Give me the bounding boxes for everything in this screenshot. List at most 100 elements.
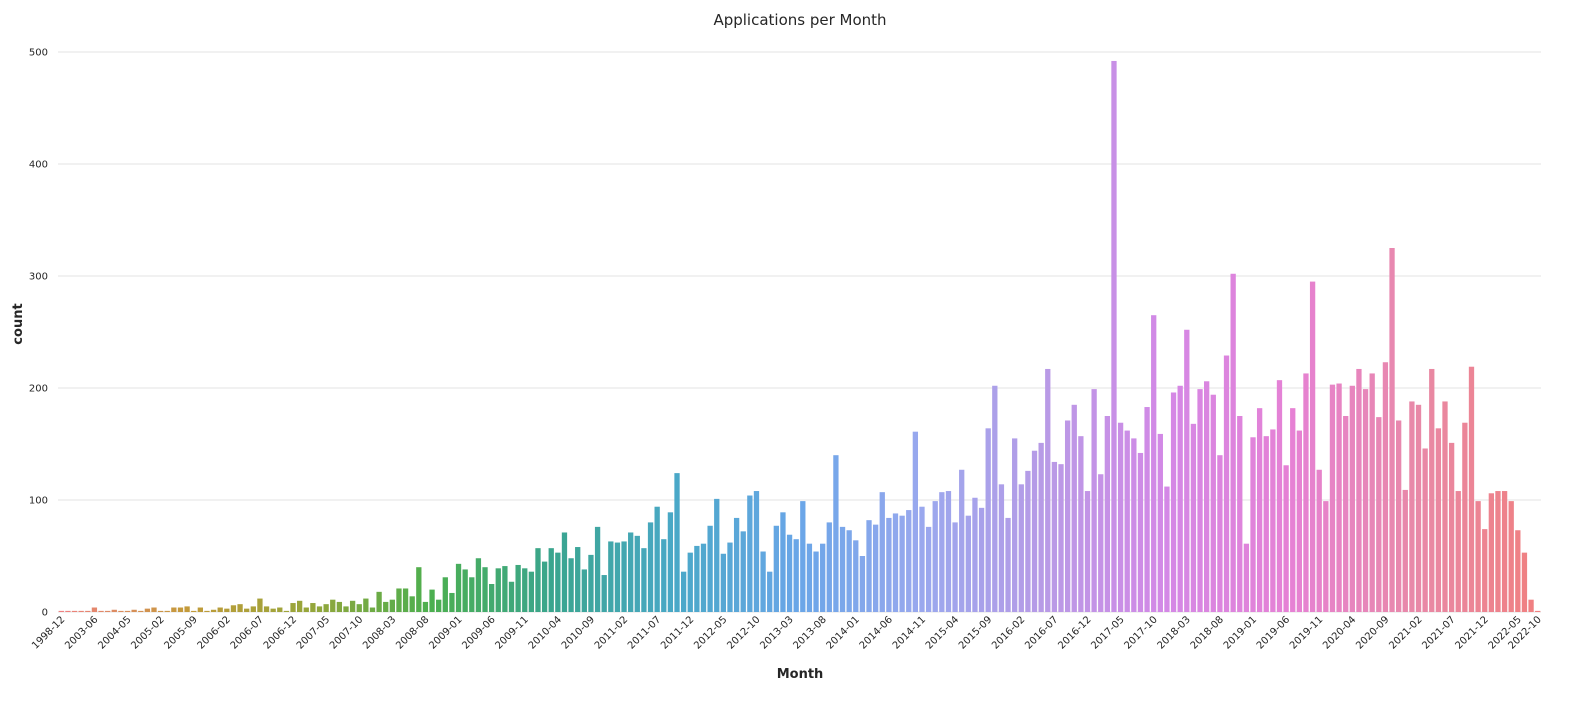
bar bbox=[859, 556, 866, 612]
bar bbox=[588, 554, 594, 612]
x-tick-label: 2014-06 bbox=[858, 614, 895, 651]
bar bbox=[482, 567, 488, 612]
bar bbox=[495, 568, 501, 612]
x-axis: 1998-122003-062004-052005-022005-092006-… bbox=[30, 614, 1544, 651]
bar bbox=[436, 599, 442, 612]
x-tick-label: 2004-05 bbox=[96, 614, 133, 651]
bar bbox=[680, 571, 687, 612]
bar bbox=[111, 609, 117, 612]
bar bbox=[555, 552, 561, 612]
bar bbox=[1117, 422, 1124, 612]
bar bbox=[85, 610, 91, 612]
bar bbox=[1051, 461, 1058, 612]
bar bbox=[164, 610, 170, 612]
bar bbox=[647, 522, 654, 612]
bar bbox=[641, 548, 647, 612]
x-tick-label: 2005-02 bbox=[129, 614, 166, 651]
bar bbox=[144, 608, 151, 612]
bar bbox=[105, 610, 111, 612]
bar bbox=[621, 541, 627, 612]
bar bbox=[892, 513, 899, 612]
bar bbox=[1396, 420, 1402, 612]
bar bbox=[1237, 416, 1243, 612]
bar bbox=[1455, 491, 1461, 612]
x-tick-label: 2006-12 bbox=[262, 614, 299, 651]
x-tick-label: 2020-04 bbox=[1321, 614, 1358, 651]
bar bbox=[396, 588, 402, 612]
bar bbox=[343, 606, 349, 612]
bar bbox=[1329, 384, 1336, 612]
bar bbox=[124, 610, 131, 612]
x-tick-label: 2009-11 bbox=[493, 614, 530, 651]
bar bbox=[978, 507, 985, 612]
bar bbox=[925, 526, 932, 612]
bar bbox=[985, 428, 991, 612]
bar bbox=[1382, 362, 1389, 612]
x-tick-label: 2003-06 bbox=[63, 614, 100, 651]
bar bbox=[1058, 464, 1064, 612]
x-tick-label: 2013-03 bbox=[758, 614, 795, 651]
bar bbox=[747, 495, 753, 612]
bar bbox=[1535, 610, 1541, 612]
bar bbox=[1475, 501, 1481, 612]
x-tick-label: 2005-09 bbox=[162, 614, 199, 651]
bar bbox=[389, 599, 395, 612]
bar bbox=[839, 526, 846, 612]
bar bbox=[833, 455, 839, 612]
x-tick-label: 2018-03 bbox=[1156, 614, 1193, 651]
bar bbox=[1084, 491, 1091, 612]
bar bbox=[402, 588, 409, 612]
bar bbox=[899, 515, 905, 612]
bar bbox=[806, 543, 813, 612]
bar bbox=[1501, 491, 1508, 612]
x-tick-label: 2017-05 bbox=[1089, 614, 1126, 651]
x-tick-label: 2008-03 bbox=[361, 614, 398, 651]
bar bbox=[1389, 248, 1395, 612]
bar bbox=[522, 568, 528, 612]
y-tick-label: 0 bbox=[42, 608, 48, 619]
x-tick-label: 2011-12 bbox=[659, 614, 696, 651]
bar bbox=[508, 581, 515, 612]
bar bbox=[1448, 442, 1455, 612]
x-tick-label: 2021-02 bbox=[1387, 614, 1424, 651]
bar bbox=[965, 515, 971, 612]
x-tick-label: 2008-08 bbox=[394, 614, 431, 651]
bar bbox=[853, 540, 859, 612]
bar bbox=[1290, 408, 1296, 612]
bar bbox=[336, 601, 343, 612]
bar bbox=[528, 571, 535, 612]
bar bbox=[1098, 474, 1104, 612]
bar bbox=[58, 610, 64, 612]
bar bbox=[1170, 392, 1177, 612]
bar bbox=[283, 610, 290, 612]
bar bbox=[1223, 355, 1230, 612]
bar bbox=[1515, 530, 1521, 612]
x-tick-label: 2021-12 bbox=[1453, 614, 1490, 651]
bar bbox=[740, 531, 746, 612]
bar bbox=[1323, 501, 1329, 612]
x-tick-label: 2007-05 bbox=[295, 614, 332, 651]
bar bbox=[1263, 436, 1269, 612]
bar bbox=[1422, 448, 1428, 612]
bar bbox=[422, 601, 429, 612]
bar bbox=[442, 577, 448, 612]
bar bbox=[1217, 455, 1223, 612]
bar bbox=[356, 604, 362, 612]
x-tick-label: 2009-01 bbox=[427, 614, 464, 651]
x-tick-label: 2006-07 bbox=[229, 614, 266, 651]
bar bbox=[1343, 416, 1349, 612]
bar bbox=[462, 569, 468, 612]
bar bbox=[906, 510, 912, 612]
bar bbox=[667, 512, 674, 612]
bar bbox=[118, 610, 124, 612]
bar bbox=[1071, 404, 1077, 612]
bar bbox=[1031, 450, 1038, 612]
bar bbox=[720, 553, 727, 612]
bar bbox=[409, 596, 415, 612]
bar bbox=[303, 607, 309, 612]
y-axis: 0 100 200 300 400 500 bbox=[29, 48, 48, 619]
bar bbox=[707, 525, 713, 612]
bar bbox=[429, 589, 435, 612]
bar bbox=[1303, 373, 1309, 612]
